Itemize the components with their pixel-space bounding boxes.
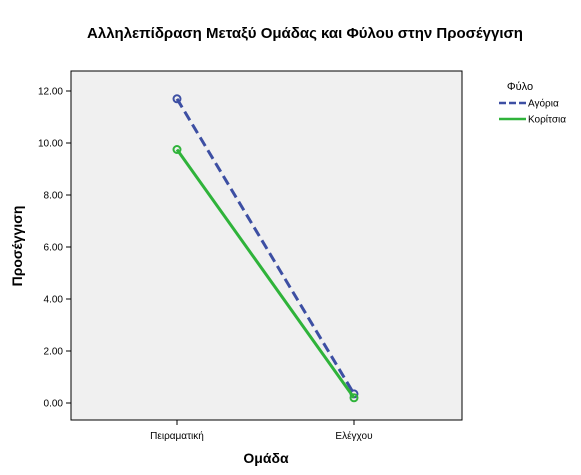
y-axis-title: Προσέγγιση: [9, 206, 25, 287]
y-tick-label: 8.00: [44, 191, 64, 202]
legend-label: Κορίτσια: [528, 114, 566, 126]
y-tick-label: 4.00: [44, 295, 64, 306]
x-tick-label: Ελέγχου: [335, 430, 372, 442]
legend: Φύλο Αγόρια Κορίτσια: [499, 81, 566, 126]
data-point: [349, 393, 359, 403]
series-layer: [172, 94, 359, 403]
series-line-1: [175, 98, 356, 395]
y-axis: 0.00 2.00 4.00 6.00 8.00 10.00 12.00: [38, 87, 71, 410]
x-axis: Πειραματική Ελέγχου: [150, 420, 373, 442]
y-tick-label: 2.00: [44, 347, 64, 358]
x-tick-label: Πειραματική: [150, 430, 204, 442]
legend-items: Αγόρια Κορίτσια: [499, 98, 566, 126]
y-tick-label: 6.00: [44, 243, 64, 254]
legend-title: Φύλο: [507, 81, 533, 93]
x-axis-title: Ομάδα: [243, 450, 289, 466]
y-tick-label: 12.00: [38, 87, 63, 98]
data-point: [172, 94, 182, 104]
y-tick-label: 10.00: [38, 139, 63, 150]
data-point: [172, 145, 182, 154]
y-tick-label: 0.00: [44, 399, 64, 410]
legend-label: Αγόρια: [528, 98, 559, 110]
series-line-2: [175, 148, 356, 399]
chart-title: Αλληλεπίδραση Μεταξύ Ομάδας και Φύλου στ…: [87, 25, 523, 42]
